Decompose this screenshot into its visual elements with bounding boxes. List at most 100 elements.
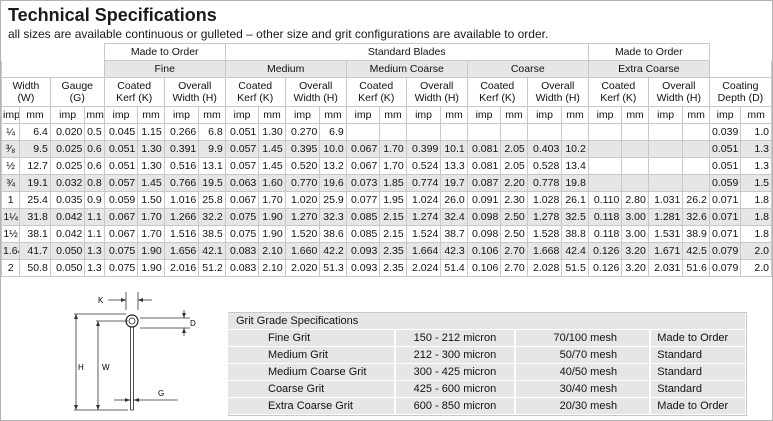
spec-cell: 0.093 bbox=[345, 242, 381, 260]
spec-cell: 1.3 bbox=[84, 259, 105, 277]
column-header-row: Width (W) Gauge (G) Coated Kerf (K) Overall W… bbox=[1, 77, 773, 107]
spec-cell: 1.524 bbox=[405, 225, 442, 243]
spec-cell bbox=[466, 123, 502, 141]
grit-micron: 300 - 425 micron bbox=[395, 363, 515, 381]
spec-cell: 1.90 bbox=[137, 242, 165, 260]
unit-mm: mm bbox=[19, 106, 51, 124]
grit-micron: 600 - 850 micron bbox=[395, 397, 515, 414]
spec-cell bbox=[587, 157, 623, 175]
spec-cell bbox=[587, 123, 623, 141]
grit-availability: Standard bbox=[651, 363, 745, 381]
spec-cell: 6.4 bbox=[19, 123, 51, 141]
spec-cell: 1.656 bbox=[163, 242, 200, 260]
grit-gap bbox=[649, 380, 652, 398]
grit-grade: Medium Grit bbox=[228, 346, 394, 364]
spec-cell: 0.051 bbox=[708, 140, 742, 158]
spec-cell: 1.45 bbox=[258, 157, 286, 175]
spec-cell: 0.098 bbox=[466, 225, 502, 243]
unit-imp: imp bbox=[587, 106, 623, 124]
spec-cell: 2.30 bbox=[500, 191, 528, 209]
spec-row: 2 50.8 0.050 1.3 0.075 1.90 2.016 51.2 0.083 2.10… bbox=[0, 259, 772, 277]
spec-cell: 2.05 bbox=[500, 157, 528, 175]
spec-cell: 6.9 bbox=[319, 123, 347, 141]
spec-cell: 42.4 bbox=[561, 242, 589, 260]
spec-cell: 6.8 bbox=[198, 123, 226, 141]
spec-cell: ³⁄₈ bbox=[0, 140, 21, 158]
col-gauge: Gauge (G) bbox=[49, 77, 105, 107]
spec-cell: 2.70 bbox=[500, 259, 528, 277]
spec-cell: 1 bbox=[0, 191, 21, 209]
page-subtitle: all sizes are available continuous or gu… bbox=[8, 27, 549, 41]
unit-imp: imp bbox=[526, 106, 563, 124]
spec-cell: 32.6 bbox=[682, 208, 710, 226]
spec-cell: 2.20 bbox=[500, 174, 528, 192]
unit-imp: imp bbox=[466, 106, 502, 124]
grit-gap bbox=[649, 346, 652, 364]
spec-cell: 1½ bbox=[0, 225, 21, 243]
spec-cell: 1.531 bbox=[647, 225, 684, 243]
spec-cell: 12.7 bbox=[19, 157, 51, 175]
grit-gap bbox=[514, 346, 517, 364]
spec-cell bbox=[587, 140, 623, 158]
spec-cell: 0.073 bbox=[345, 174, 381, 192]
spec-cell: 0.075 bbox=[103, 259, 139, 277]
unit-imp: imp bbox=[405, 106, 442, 124]
spec-cell: 1.668 bbox=[526, 242, 563, 260]
spec-cell: 0.075 bbox=[224, 225, 260, 243]
spec-cell: 0.528 bbox=[526, 157, 563, 175]
grit-grade: Fine Grit bbox=[228, 329, 394, 347]
spec-cell: 2.10 bbox=[258, 259, 286, 277]
spec-cell: 32.5 bbox=[561, 208, 589, 226]
spec-cell: 1.15 bbox=[137, 123, 165, 141]
spec-cell: 0.106 bbox=[466, 259, 502, 277]
unit-mm: mm bbox=[682, 106, 710, 124]
spec-cell: 0.050 bbox=[49, 259, 86, 277]
unit-mm: mm bbox=[319, 106, 347, 124]
col-coated-kerf-coarse: Coated Kerf (K) bbox=[466, 77, 528, 107]
spec-cell: 0.063 bbox=[224, 174, 260, 192]
spec-cell: 3.00 bbox=[621, 208, 649, 226]
spec-cell: 1.8 bbox=[740, 191, 772, 209]
label-g: G bbox=[158, 389, 164, 398]
grit-mesh: 40/50 mesh bbox=[516, 363, 650, 381]
grit-micron: 212 - 300 micron bbox=[395, 346, 515, 364]
spec-cell: 0.035 bbox=[49, 191, 86, 209]
unit-mm: mm bbox=[84, 106, 105, 124]
grit-gap bbox=[514, 329, 517, 347]
col-coated-kerf-medium: Coated Kerf (K) bbox=[224, 77, 286, 107]
spec-cell: 0.770 bbox=[284, 174, 321, 192]
spec-cell: 0.067 bbox=[345, 140, 381, 158]
spec-cell: 1.5 bbox=[740, 174, 772, 192]
spec-cell: 0.059 bbox=[708, 174, 742, 192]
spec-row: ³⁄₈ 9.5 0.025 0.6 0.051 1.30 0.391 9.9 0.057 1.45… bbox=[0, 140, 772, 158]
spec-cell: 1.671 bbox=[647, 242, 684, 260]
spec-cell bbox=[405, 123, 442, 141]
spec-cell bbox=[682, 157, 710, 175]
spec-cell: 0.057 bbox=[224, 157, 260, 175]
spec-cell: 38.6 bbox=[319, 225, 347, 243]
spec-cell: 0.083 bbox=[224, 242, 260, 260]
spec-cell: 0.059 bbox=[103, 191, 139, 209]
spec-cell: 2.05 bbox=[500, 140, 528, 158]
spec-cell: 0.087 bbox=[466, 174, 502, 192]
spec-cell: 0.093 bbox=[345, 259, 381, 277]
spec-cell: 51.2 bbox=[198, 259, 226, 277]
spec-cell: 1.30 bbox=[258, 123, 286, 141]
spec-cell: 42.2 bbox=[319, 242, 347, 260]
grit-gap bbox=[649, 363, 652, 381]
spec-cell: 13.1 bbox=[198, 157, 226, 175]
spec-table: Made to Order Standard Blades Made to Or… bbox=[0, 43, 773, 277]
grade-fine: Fine bbox=[103, 60, 226, 78]
spec-cell: 2 bbox=[0, 259, 21, 277]
spec-cell: 1.70 bbox=[137, 225, 165, 243]
spec-cell: 0.081 bbox=[466, 157, 502, 175]
spec-cell bbox=[621, 123, 649, 141]
spec-cell: 0.051 bbox=[708, 157, 742, 175]
unit-imp: imp bbox=[284, 106, 321, 124]
spec-cell: 0.524 bbox=[405, 157, 442, 175]
spec-cell bbox=[379, 123, 407, 141]
spec-cell bbox=[682, 174, 710, 192]
grade-extra-coarse: Extra Coarse bbox=[587, 60, 710, 78]
spec-cell: 38.5 bbox=[198, 225, 226, 243]
spec-cell bbox=[587, 174, 623, 192]
